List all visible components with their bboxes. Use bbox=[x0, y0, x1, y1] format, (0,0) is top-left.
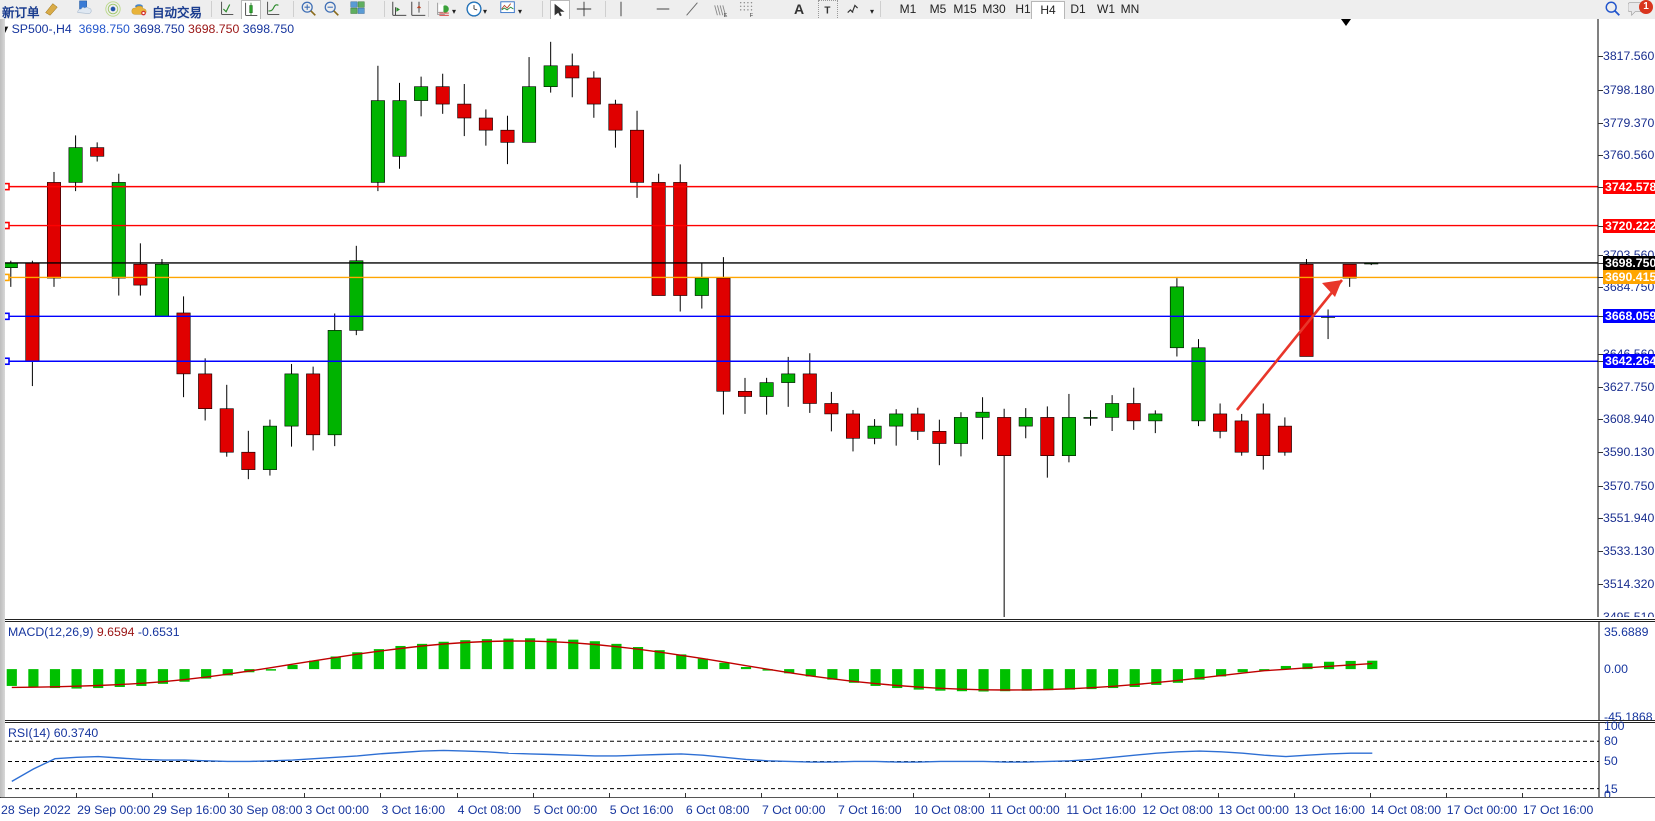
svg-text:F: F bbox=[750, 13, 754, 18]
svg-text:E: E bbox=[724, 13, 728, 18]
svg-text:T: T bbox=[824, 6, 830, 17]
